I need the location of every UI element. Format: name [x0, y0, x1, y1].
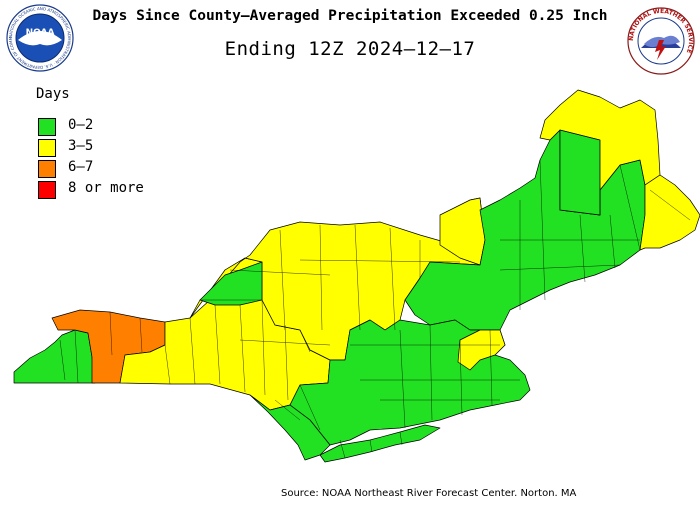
county-boundary-line: [109, 311, 113, 356]
county-boundary-line: [279, 229, 286, 331]
county-boundary-line: [239, 339, 331, 346]
source-credit: Source: NOAA Northeast River Forecast Ce…: [281, 488, 577, 499]
region-central-maine-green: [559, 129, 601, 216]
county-boundary-line: [189, 317, 196, 385]
region-downeast-maine: [639, 174, 700, 251]
county-boundary-line: [369, 439, 373, 453]
county-boundary-line: [214, 304, 221, 385]
county-boundary-line: [429, 324, 433, 421]
county-boundary-line: [319, 224, 323, 331]
county-boundary-line: [649, 189, 691, 221]
county-boundary-line: [299, 259, 461, 263]
region-st-lawrence-valley-green: [199, 261, 263, 306]
county-boundary-line: [164, 344, 171, 385]
county-boundary-line: [299, 384, 321, 431]
county-boundary-line: [399, 431, 403, 446]
legend-label-0-2: 0–2: [68, 117, 94, 133]
county-boundary-line: [229, 269, 331, 276]
legend-swatch-6-7: [38, 160, 56, 178]
county-boundary-line: [354, 224, 361, 331]
county-boundary-line: [59, 339, 66, 381]
precipitation-days-map: [13, 89, 700, 463]
region-western-ny-lake-erie-shore: [13, 329, 96, 384]
county-boundary-line: [139, 317, 143, 353]
legend-swatch-0-2: [38, 118, 56, 136]
county-boundary-line: [389, 227, 396, 331]
county-boundary-line: [459, 339, 463, 416]
county-boundary-line: [609, 214, 616, 269]
map-title: Days Since County–Averaged Precipitation…: [92, 8, 608, 24]
county-boundary-line: [579, 214, 586, 283]
legend-swatch-3-5: [38, 139, 56, 157]
county-boundary-line: [274, 399, 301, 421]
region-boston-area: [457, 329, 506, 371]
county-boundary-line: [489, 329, 493, 406]
county-boundary-line: [559, 129, 601, 141]
county-boundary-line: [619, 164, 641, 251]
county-boundary-line: [339, 439, 346, 459]
region-long-island: [319, 424, 441, 463]
legend-label-8-or-more: 8 or more: [68, 180, 144, 196]
county-boundary-line: [399, 329, 406, 429]
county-boundary-line: [239, 304, 246, 393]
county-boundary-line: [299, 329, 311, 353]
county-boundary-line: [284, 324, 289, 401]
legend-label-6-7: 6–7: [68, 159, 94, 175]
legend-title: Days: [36, 86, 70, 102]
legend-swatch-8-or-more: [38, 181, 56, 199]
noaa-logo: NOAA NATIONAL OCEANIC AND ATMOSPHERIC AD…: [6, 4, 74, 72]
county-boundary-line: [261, 299, 266, 396]
legend-label-3-5: 3–5: [68, 138, 94, 154]
noaa-logo-text: NOAA: [26, 28, 55, 38]
map-subtitle: Ending 12Z 2024–12–17: [224, 38, 476, 60]
county-boundary-line: [539, 159, 546, 301]
nws-logo: NATIONAL WEATHER SERVICE: [627, 7, 695, 75]
county-boundary-line: [74, 329, 79, 384]
